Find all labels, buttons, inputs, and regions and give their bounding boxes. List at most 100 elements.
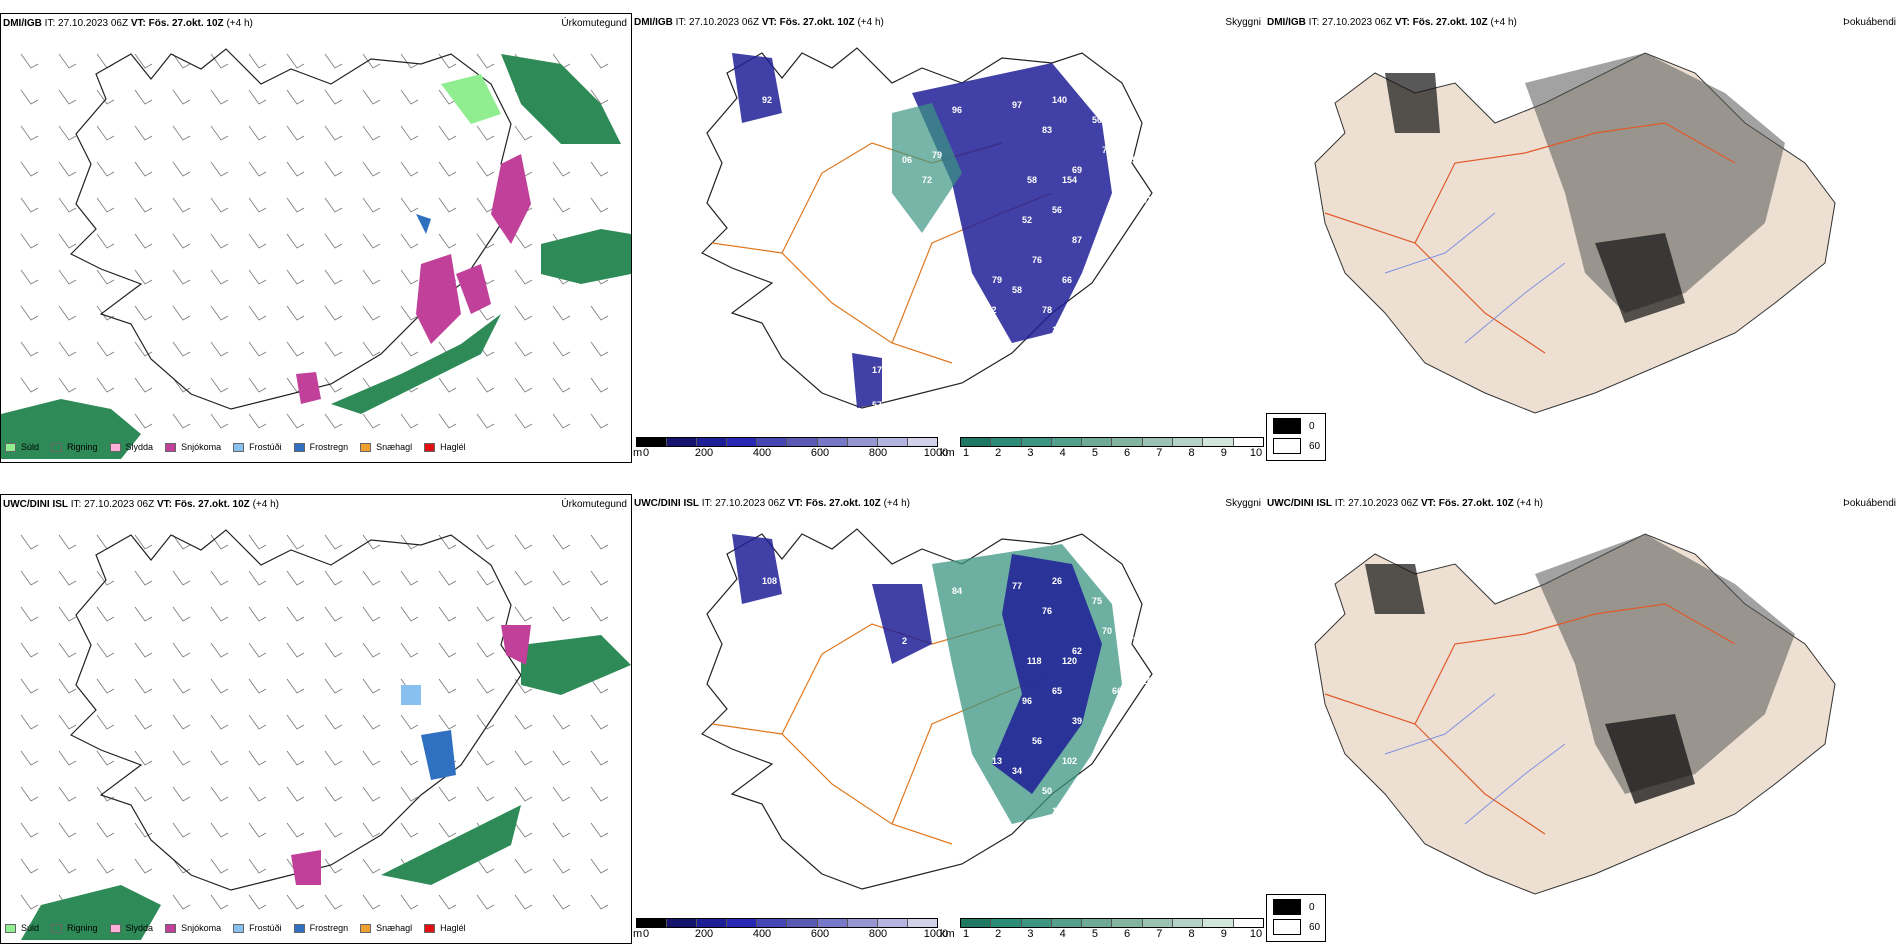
fog-legend-label-60: 60	[1309, 921, 1321, 933]
wind-barb	[248, 534, 267, 550]
wind-barb	[210, 822, 229, 838]
wind-barb	[210, 894, 229, 910]
colorbar-segment	[877, 438, 908, 446]
wind-barb	[172, 822, 191, 838]
precip-legend-label: Slydda	[125, 442, 154, 452]
panel-title: Þokuábendi	[1843, 17, 1896, 28]
cloud-base-label: 33	[1132, 786, 1142, 796]
wind-barbs	[20, 53, 609, 429]
wind-barb	[172, 642, 191, 658]
low-cloud-area	[852, 353, 882, 408]
wind-barb	[362, 534, 381, 550]
wind-barb	[58, 606, 77, 622]
wind-barb	[324, 786, 343, 802]
wind-barb	[552, 305, 571, 321]
wind-barb	[286, 305, 305, 321]
wind-barb	[362, 269, 381, 285]
vt-label: VT:	[1420, 498, 1436, 509]
colorbar-segment	[847, 919, 878, 927]
precip-legend-label: Haglél	[440, 442, 466, 452]
wind-barb	[20, 750, 39, 766]
precip-legend-label: Rigning	[67, 923, 98, 933]
wind-barb	[324, 570, 343, 586]
precip-map	[20, 529, 631, 940]
precip-legend-label: Frostregn	[309, 923, 349, 933]
wind-barb	[400, 786, 419, 802]
wind-barb	[514, 341, 533, 357]
wind-barb	[96, 161, 115, 177]
colorbar-tick-label: 3	[1027, 447, 1034, 459]
cloud-base-label: 79	[932, 150, 942, 160]
wind-barb	[20, 53, 39, 69]
wind-barb	[438, 233, 457, 249]
cloud-base-label: 57	[872, 400, 882, 410]
visibility-unit: km	[940, 928, 955, 940]
wind-barb	[20, 305, 39, 321]
panel-header: UWC/DINI ISL IT: 27.10.2023 06Z VT: Fös.…	[1267, 497, 1898, 511]
wind-barb	[248, 377, 267, 393]
wind-barb	[20, 341, 39, 357]
colorbar-tick-label: 1	[962, 928, 970, 940]
wind-barb	[134, 858, 153, 874]
fog-area	[1535, 534, 1795, 794]
model-source: UWC/DINI ISL	[1267, 498, 1332, 509]
wind-barb	[134, 786, 153, 802]
cloud-base-label: 78	[1042, 305, 1052, 315]
colorbar-tick-label: 6	[1124, 447, 1131, 459]
wind-barb	[590, 161, 609, 177]
wind-barb	[400, 413, 419, 429]
wind-barb	[438, 125, 457, 141]
wind-barb	[476, 894, 495, 910]
cloud-base-label: 75	[782, 596, 792, 606]
wind-barb	[590, 53, 609, 69]
wind-barb	[362, 678, 381, 694]
wind-barb	[324, 89, 343, 105]
wind-barb	[134, 305, 153, 321]
wind-barb	[172, 678, 191, 694]
wind-barb	[210, 858, 229, 874]
wind-barb	[58, 161, 77, 177]
wind-barb	[248, 786, 267, 802]
panel-title: Skyggni	[1225, 17, 1261, 28]
wind-barb	[248, 125, 267, 141]
wind-barb	[210, 269, 229, 285]
wind-barb	[172, 161, 191, 177]
wind-barb	[476, 750, 495, 766]
precip-legend-item: Slydda	[109, 923, 153, 933]
wind-barb	[362, 89, 381, 105]
cloud-base-label: 112	[982, 305, 997, 315]
wind-barb	[324, 750, 343, 766]
cloud-base-label: 140	[1052, 95, 1067, 105]
wind-barb	[58, 714, 77, 730]
wind-barb	[210, 413, 229, 429]
wind-barb	[248, 678, 267, 694]
wind-barb	[438, 714, 457, 730]
colorbar-segment	[817, 438, 848, 446]
wind-barb	[58, 53, 77, 69]
wind-barb	[552, 750, 571, 766]
wind-barb	[590, 714, 609, 730]
wind-barb	[96, 377, 115, 393]
wind-barb	[438, 53, 457, 69]
cloud-base-label: 69	[1072, 165, 1082, 175]
wind-barb	[20, 858, 39, 874]
wind-barb	[476, 413, 495, 429]
colorbar-tick-label: 1	[962, 447, 970, 459]
snow-area	[501, 625, 531, 665]
cloud-base-label: 120	[1122, 746, 1137, 756]
wind-barb	[20, 534, 39, 550]
wind-barb	[210, 233, 229, 249]
cloud-base-label: 84	[952, 586, 962, 596]
wind-barb	[96, 678, 115, 694]
wind-barb	[552, 714, 571, 730]
precip-map	[1, 48, 631, 459]
wind-barb	[514, 750, 533, 766]
cloud-base-label: 61	[1082, 786, 1092, 796]
visibility-colorbar	[960, 437, 1264, 447]
cloud-base-label: 126	[1052, 325, 1067, 335]
wind-barb	[476, 534, 495, 550]
wind-barb	[362, 53, 381, 69]
precip-legend-swatch	[165, 923, 177, 933]
wind-barb	[590, 534, 609, 550]
